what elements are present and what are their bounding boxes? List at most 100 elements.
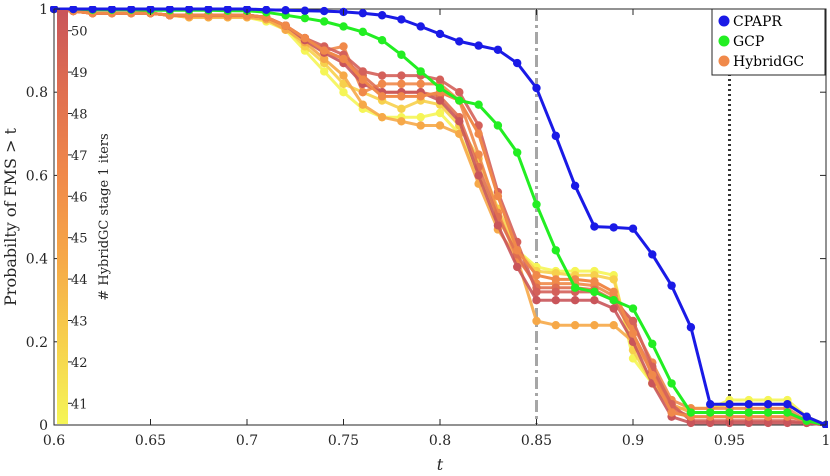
data-point — [262, 6, 271, 15]
data-point — [551, 287, 560, 297]
vlines — [535, 9, 731, 425]
data-point — [590, 296, 599, 305]
data-point — [744, 408, 753, 417]
data-point — [320, 17, 329, 26]
legend-label-cpapr: CPAPR — [733, 14, 782, 30]
colorbar-tick-label: 42 — [71, 356, 88, 371]
data-point — [358, 88, 367, 97]
data-point — [339, 54, 348, 64]
y-tick-label: 1 — [39, 2, 48, 18]
plot-area — [53, 8, 827, 426]
data-point — [435, 29, 445, 39]
data-point — [763, 418, 773, 428]
data-point — [281, 6, 290, 15]
data-point — [609, 296, 618, 305]
data-point — [474, 129, 483, 138]
data-point — [416, 67, 425, 76]
data-point — [339, 42, 348, 51]
data-point — [532, 296, 541, 305]
data-point — [706, 418, 715, 428]
data-point — [609, 275, 618, 284]
data-point — [204, 6, 213, 14]
data-point — [725, 408, 734, 417]
legend-label-hybridgc: HybridGC — [733, 54, 804, 70]
legend-marker-cpapr — [718, 15, 730, 27]
data-point — [763, 408, 773, 417]
data-point — [397, 79, 406, 89]
data-point — [609, 287, 618, 297]
x-tick-label: 0.6 — [43, 433, 65, 449]
colorbar-tick-label: 41 — [71, 397, 88, 412]
data-point — [686, 418, 696, 428]
data-point — [609, 320, 618, 330]
data-point — [590, 271, 599, 280]
data-point — [628, 304, 638, 313]
x-tick-label: 0.75 — [328, 433, 359, 449]
x-tick-label: 0.9 — [622, 433, 644, 449]
y-tick-label: 0.2 — [26, 335, 48, 351]
data-point — [513, 262, 522, 272]
data-point — [320, 6, 329, 16]
data-point — [628, 316, 638, 326]
data-point — [416, 79, 425, 89]
data-point — [609, 223, 618, 232]
data-point — [474, 171, 483, 180]
data-point — [455, 117, 464, 126]
series-cpapr — [50, 6, 828, 428]
data-point — [416, 121, 425, 130]
data-point — [570, 283, 580, 292]
data-point — [455, 96, 464, 105]
data-point — [551, 246, 560, 255]
data-point — [416, 112, 425, 122]
data-point — [300, 33, 310, 43]
data-point — [300, 13, 310, 23]
data-point — [551, 131, 560, 141]
data-point — [667, 408, 676, 417]
data-point — [339, 71, 348, 80]
data-point — [435, 96, 445, 105]
x-ticks: 0.6 0.65 0.7 0.75 0.8 0.85 0.9 0.95 1 — [43, 9, 830, 449]
colorbar — [57, 10, 68, 424]
data-point — [397, 117, 406, 126]
x-tick-label: 1 — [822, 433, 830, 449]
data-point — [358, 100, 367, 109]
data-point — [397, 92, 406, 101]
data-point — [590, 222, 599, 231]
legend-label-gcp: GCP — [733, 34, 764, 50]
data-point — [532, 271, 541, 280]
data-point — [493, 192, 503, 201]
data-point — [320, 54, 329, 64]
data-point — [377, 11, 387, 20]
data-point — [513, 246, 522, 255]
data-point — [513, 148, 522, 157]
x-tick-label: 0.95 — [714, 433, 745, 449]
colorbar-ticks: 41 42 43 44 45 46 47 48 49 50 — [68, 25, 88, 412]
data-point — [474, 100, 483, 109]
data-point — [551, 275, 560, 284]
data-point — [377, 92, 387, 101]
data-point — [706, 400, 715, 409]
data-point — [590, 277, 599, 286]
colorbar-tick-label: 49 — [71, 66, 88, 81]
data-point — [184, 6, 194, 14]
data-point — [107, 6, 117, 14]
data-point — [686, 323, 696, 332]
data-point — [667, 281, 676, 290]
colorbar-tick-label: 45 — [71, 232, 88, 247]
data-point — [455, 88, 464, 97]
data-point — [667, 379, 676, 388]
colorbar-label: # HybridGC stage 1 iters — [97, 133, 112, 300]
data-point — [648, 339, 657, 349]
data-point — [320, 67, 329, 76]
x-tick-label: 0.85 — [521, 433, 552, 449]
y-tick-label: 0.8 — [26, 85, 48, 101]
y-ticks: 0 0.2 0.4 0.6 0.8 1 — [26, 2, 826, 434]
x-tick-label: 0.65 — [135, 433, 166, 449]
y-tick-label: 0 — [39, 418, 48, 434]
data-point — [358, 75, 367, 84]
data-point — [513, 58, 522, 68]
data-point — [358, 67, 367, 76]
colorbar-tick-label: 47 — [71, 149, 88, 164]
data-point — [802, 412, 811, 421]
